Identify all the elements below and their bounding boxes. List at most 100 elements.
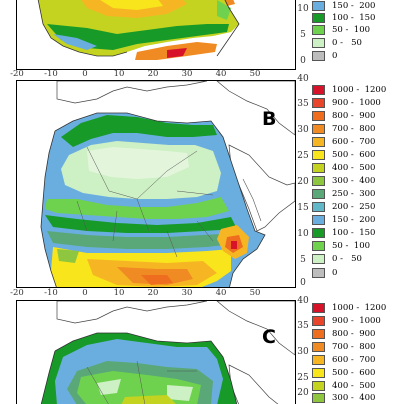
x-tick-b-4: 10 [113,288,125,298]
x-tick-a-7: 40 [215,69,227,79]
x-tick-a-6: 30 [181,69,193,79]
map-frame-c [16,300,296,404]
legend-label: 50 - 100 [332,25,371,35]
precipitation-map-c [17,301,295,404]
legend-item: 150 - 200 [312,0,400,12]
precipitation-map-b [17,81,295,287]
legend-item: 900 - 1000 [312,97,400,109]
legend-swatch [312,342,325,352]
y-tick-c-5: 20 [297,388,309,398]
x-tick-b-2: -10 [44,288,58,298]
legend-label: 600 - 700 [332,355,376,365]
x-tick-b-7: 40 [215,288,227,298]
legend-item: 900 - 1000 [312,315,400,327]
y-tick-c-2: 35 [297,321,309,331]
legend-swatch [312,215,325,225]
legend-label: 800 - 900 [332,111,376,121]
y-tick-c-4: 25 [297,373,309,383]
legend-item: 1000 - 1200 [312,84,400,96]
legend-label: 0 - 50 [332,38,362,48]
legend-item: 800 - 900 [312,110,400,122]
legend-item: 50 - 100 [312,24,400,36]
legend-label: 200 - 250 [332,202,376,212]
x-tick-a-1: -20 [10,69,24,79]
legend-item: 150 - 200 [312,214,400,226]
legend-item: 200 - 250 [312,201,400,213]
legend-swatch [312,85,325,95]
legend-swatch [312,38,325,48]
legend-swatch [312,163,325,173]
x-tick-a-8: 50 [249,69,261,79]
legend-label: 0 [332,51,338,61]
legend-item: 100 - 150 [312,12,400,24]
legend-item: 0 [312,50,400,62]
legend-swatch [312,1,325,11]
y-tick-a-1: 10 [297,4,309,14]
legend-swatch [312,111,325,121]
legend-label: 100 - 150 [332,13,376,23]
x-tick-b-1: -20 [10,288,24,298]
y-tick-b-7: 10 [297,229,309,239]
legend-label: 1000 - 1200 [332,303,387,313]
legend-swatch [312,329,325,339]
x-tick-a-3: 0 [82,69,88,79]
legend-label: 900 - 1000 [332,316,381,326]
legend-swatch [312,393,325,403]
legend-label: 300 - 400 [332,393,376,403]
legend-label: 500 - 600 [332,150,376,160]
x-tick-a-5: 20 [147,69,159,79]
x-tick-b-3: 0 [82,288,88,298]
legend-item: 400 - 500 [312,380,400,392]
legend-label: 400 - 500 [332,163,376,173]
map-frame-b [16,80,296,288]
legend-swatch [312,176,325,186]
y-tick-c-3: 30 [297,347,309,357]
legend-item: 100 - 150 [312,227,400,239]
legend-swatch [312,241,325,251]
panel-label-b: B [262,108,277,130]
precipitation-map-a [17,0,295,69]
legend-label: 0 [332,268,338,278]
y-tick-a-2: 5 [300,30,306,40]
y-tick-b-2: 35 [297,99,309,109]
legend-swatch [312,51,325,61]
legend-item: 400 - 500 [312,162,400,174]
legend-item: 300 - 400 [312,392,400,404]
legend-label: 300 - 400 [332,176,376,186]
y-tick-b-5: 20 [297,177,309,187]
legend-swatch [312,228,325,238]
legend-item: 500 - 600 [312,149,400,161]
legend-item: 1000 - 1200 [312,302,400,314]
legend-a: 150 - 200 100 - 150 50 - 100 0 - 50 0 [312,0,400,68]
legend-label: 0 - 50 [332,254,362,264]
panel-label-c: C [262,326,276,348]
legend-swatch [312,381,325,391]
legend-swatch [312,202,325,212]
legend-label: 400 - 500 [332,381,376,391]
legend-item: 700 - 800 [312,123,400,135]
legend-swatch [312,150,325,160]
legend-item: 700 - 800 [312,341,400,353]
legend-item: 250 - 300 [312,188,400,200]
x-tick-a-4: 10 [113,69,125,79]
legend-swatch [312,254,325,264]
panel-a: 10 5 0 -20 -10 0 10 20 30 40 50 150 - 20… [0,0,400,80]
legend-swatch [312,316,325,326]
legend-swatch [312,189,325,199]
legend-label: 900 - 1000 [332,98,381,108]
y-tick-b-8: 5 [300,255,306,265]
legend-label: 100 - 150 [332,228,376,238]
legend-swatch [312,355,325,365]
legend-item: 800 - 900 [312,328,400,340]
legend-label: 600 - 700 [332,137,376,147]
x-tick-b-8: 50 [249,288,261,298]
legend-swatch [312,98,325,108]
legend-c: 1000 - 1200 900 - 1000 800 - 900 700 - 8… [312,302,400,403]
y-tick-c-1: 40 [297,296,309,306]
map-frame-a [16,0,296,70]
y-tick-b-6: 15 [297,203,309,213]
legend-label: 150 - 200 [332,215,376,225]
legend-label: 50 - 100 [332,241,371,251]
legend-swatch [312,303,325,313]
legend-item: 600 - 700 [312,354,400,366]
